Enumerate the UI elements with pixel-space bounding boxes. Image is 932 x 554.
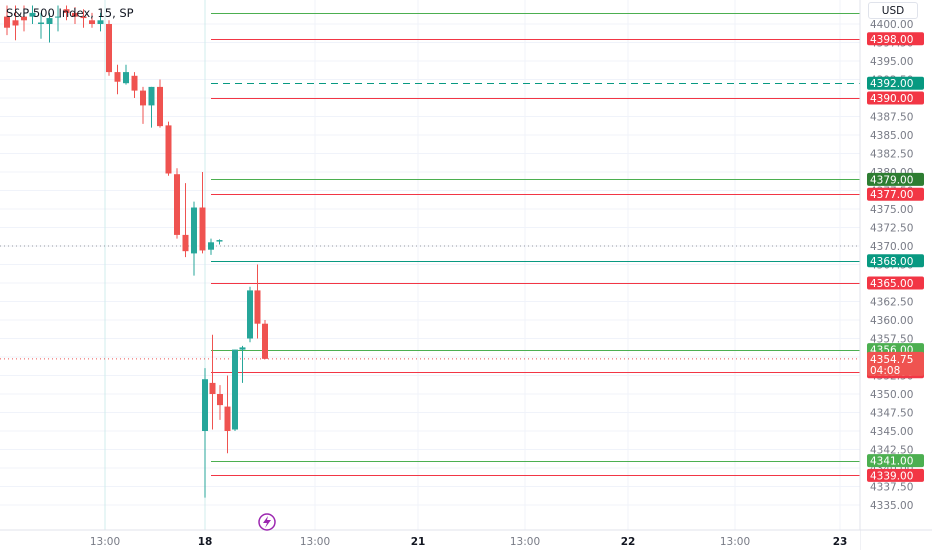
candle-body: [262, 323, 268, 359]
x-tick-label: 22: [621, 536, 636, 548]
y-tick-label: 4350.00: [870, 389, 913, 401]
candle-body: [38, 22, 44, 24]
level-lines[interactable]: [0, 13, 860, 476]
candle-body: [165, 125, 172, 174]
y-tick-label: 4357.50: [870, 334, 913, 346]
y-tick-label: 4345.00: [870, 426, 913, 438]
chart-header: S&P 500 Index, 15, SP: [6, 2, 134, 20]
candle-body: [202, 379, 208, 431]
currency-button[interactable]: USD: [868, 2, 918, 19]
x-tick-label: 21: [411, 536, 426, 548]
y-tick-label: 4372.50: [870, 223, 913, 235]
price-tag: [867, 468, 924, 482]
candle-body: [21, 16, 27, 21]
candle-body: [157, 86, 163, 127]
y-tick-label: 4382.50: [870, 149, 913, 161]
y-tick-label: 4387.50: [870, 112, 913, 124]
candle-body: [232, 349, 238, 430]
candle-body: [140, 90, 146, 106]
candle-body: [217, 394, 223, 406]
candle-body: [114, 72, 121, 82]
symbol-title[interactable]: S&P 500 Index, 15, SP: [6, 6, 134, 20]
candle-body: [254, 290, 261, 324]
candle-body: [239, 347, 246, 350]
y-tick-label: 4375.00: [870, 204, 913, 216]
y-tick-label: 4362.50: [870, 297, 913, 309]
logo-bolt-icon: [263, 516, 271, 528]
candle-body: [224, 406, 231, 431]
candle-body: [208, 242, 214, 250]
candle-body: [89, 20, 95, 24]
price-tag-label: 4339.00: [870, 470, 913, 482]
price-tag: [867, 172, 924, 186]
candle-body: [106, 24, 112, 73]
price-tag: [867, 76, 924, 90]
price-tag-label: 4398.00: [870, 34, 913, 46]
y-tick-label: 4400.00: [870, 19, 913, 31]
candle-body: [55, 16, 61, 18]
candle-body: [182, 234, 189, 252]
x-tick-label: 13:00: [720, 536, 750, 548]
price-tag-label: 4392.00: [870, 78, 913, 90]
x-tick-label: 23: [833, 536, 848, 548]
candle-body: [80, 16, 87, 19]
last-price-value: 4354.75: [870, 354, 913, 366]
x-tick-label: 13:00: [90, 536, 120, 548]
last-price-tag: [867, 351, 924, 376]
candle-body: [63, 9, 70, 13]
candles-layer[interactable]: [4, 5, 268, 498]
y-tick-label: 4335.00: [870, 500, 913, 512]
candle-body: [174, 174, 180, 235]
price-tag-label: 4341.00: [870, 456, 913, 468]
price-tag: [867, 254, 924, 268]
countdown-label: 04:08: [870, 365, 900, 377]
y-tick-label: 4385.00: [870, 130, 913, 142]
price-tag-label: 4368.00: [870, 256, 913, 268]
candle-body: [131, 75, 138, 91]
price-tag-label: 4365.00: [870, 278, 913, 290]
y-tick-label: 4395.00: [870, 56, 913, 68]
y-tick-label: 4342.50: [870, 445, 913, 457]
y-tick-label: 4360.00: [870, 315, 913, 327]
time-axis[interactable]: 13:00 18 13:00 21 13:00 22 13:00 23: [0, 529, 932, 550]
candle-body: [72, 12, 78, 17]
price-tag-label: 4390.00: [870, 93, 913, 105]
price-tag: [867, 276, 924, 290]
x-tick-label: 13:00: [510, 536, 540, 548]
y-tick-label: 4337.50: [870, 482, 913, 494]
x-tick-label: 13:00: [300, 536, 330, 548]
candle-body: [4, 16, 10, 28]
price-tag: [867, 454, 924, 468]
tradingview-logo: [258, 513, 276, 531]
candle-body: [29, 12, 36, 17]
candle-body: [46, 18, 53, 24]
y-tick-label: 4370.00: [870, 241, 913, 253]
candle-body: [199, 207, 206, 251]
price-tag: [867, 187, 924, 201]
candle-body: [191, 207, 197, 254]
candle-body: [123, 72, 129, 84]
candle-body: [12, 20, 19, 26]
logo-ring: [258, 513, 276, 531]
candle-body: [97, 20, 104, 24]
price-tags: 4398.00 4392.00 4390.00 4379.00 4377.00 4368.…: [867, 32, 924, 482]
price-tag-label: 4379.00: [870, 174, 913, 186]
time-axis-bg: [0, 530, 860, 550]
price-tag: [867, 32, 924, 46]
y-tick-label: 4347.50: [870, 408, 913, 420]
x-tick-label: 18: [198, 536, 213, 548]
price-tag: [867, 91, 924, 105]
candle-body: [216, 240, 223, 242]
candle-body: [148, 86, 155, 106]
candle-body: [247, 290, 253, 339]
price-tag-label: 4377.00: [870, 189, 913, 201]
candle-body: [209, 382, 216, 394]
